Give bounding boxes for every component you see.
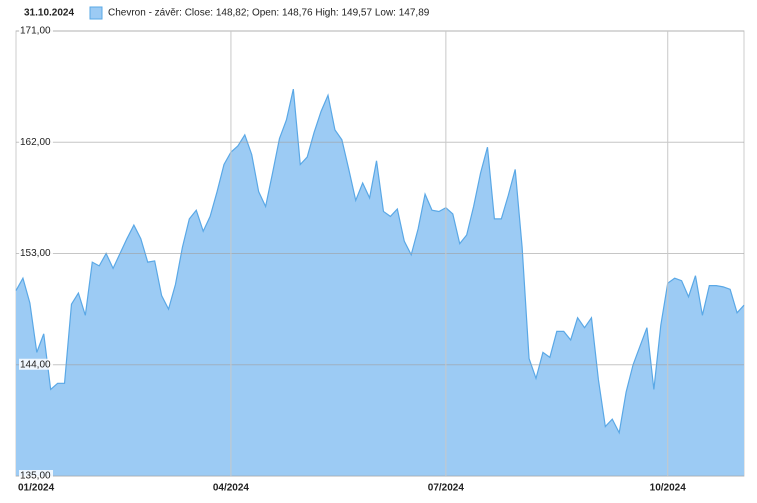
y-tick-label: 135,00 xyxy=(20,471,51,482)
y-tick-bg xyxy=(19,25,53,36)
y-tick-bg xyxy=(19,247,53,259)
y-tick-bg xyxy=(19,358,53,370)
y-tick-bg xyxy=(19,470,53,481)
y-tick-label: 171,00 xyxy=(20,26,51,37)
x-tick-label: 04/2024 xyxy=(213,483,250,494)
x-tick-label: 10/2024 xyxy=(650,483,687,494)
x-tick-label: 01/2024 xyxy=(18,483,55,494)
date-label: 31.10.2024 xyxy=(24,8,74,19)
legend-swatch xyxy=(89,6,103,20)
x-tick-label: 07/2024 xyxy=(428,483,465,494)
y-tick-label: 153,00 xyxy=(20,248,51,259)
y-tick-label: 144,00 xyxy=(20,359,51,370)
legend-label: Chevron - závěr: Close: 148,82; Open: 14… xyxy=(108,8,430,19)
area-line xyxy=(15,88,745,435)
area xyxy=(16,89,744,476)
y-tick-bg xyxy=(19,136,53,148)
y-tick-label: 162,00 xyxy=(20,137,51,148)
